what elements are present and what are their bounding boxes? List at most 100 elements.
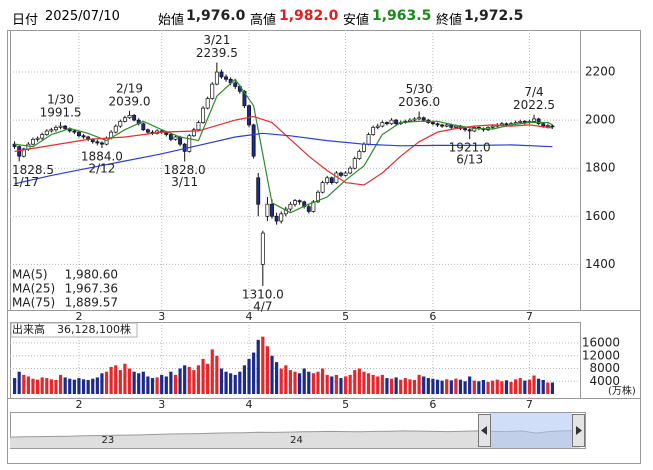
navigator-selection[interactable]: [490, 413, 572, 448]
volume-bar: [49, 379, 53, 394]
annotation-date: 4/7: [253, 299, 272, 313]
volume-bar: [224, 371, 228, 394]
candle-body: [201, 107, 206, 123]
volume-bar: [252, 352, 256, 394]
candle-body: [274, 215, 279, 222]
volume-bar: [35, 379, 40, 394]
annotation-value: 1884.0: [81, 150, 123, 164]
y-tick-label: 16000: [582, 336, 620, 350]
handle-arrow: [576, 426, 582, 435]
volume-bar: [160, 374, 164, 394]
volume-bar: [54, 379, 58, 394]
volume-bar: [238, 371, 242, 394]
volume-bar: [86, 379, 90, 394]
y-tick-label: 12000: [582, 348, 620, 362]
volume-bar: [31, 378, 35, 394]
volume-total: 36,128,100株: [57, 322, 131, 336]
candle-body: [49, 129, 54, 132]
volume-bar: [169, 371, 173, 394]
volume-bar: [45, 378, 49, 394]
volume-bar: [445, 379, 449, 394]
volume-bar: [523, 380, 527, 394]
candle-body: [44, 130, 49, 135]
candle-body: [430, 122, 435, 125]
volume-bar: [293, 371, 297, 394]
candle-body: [366, 134, 371, 145]
volume-bar: [242, 365, 247, 394]
volume-bar: [514, 379, 518, 394]
candle-body: [196, 122, 201, 131]
candle-body: [145, 129, 150, 133]
ma-line: [14, 78, 553, 214]
volume-bar: [500, 381, 504, 394]
legend-box: [11, 268, 119, 282]
volume-bar: [91, 378, 95, 394]
candle-body: [453, 125, 458, 128]
volume-bar: [95, 377, 99, 394]
volume-bar: [201, 358, 205, 394]
annotation-date: 3/11: [171, 175, 198, 189]
annotation-date: 2/19: [116, 81, 143, 95]
volume-bar: [546, 382, 550, 394]
candle-body: [320, 182, 325, 193]
volume-bar: [233, 374, 237, 394]
candle-body: [375, 125, 380, 128]
legend-box: [11, 282, 119, 296]
candle-body: [541, 123, 546, 127]
volume-bar: [81, 379, 86, 394]
candle-body: [499, 123, 504, 126]
volume-bar: [17, 371, 21, 394]
volume-bar: [527, 379, 532, 394]
volume-bar: [155, 377, 159, 394]
volume-bar: [468, 376, 472, 394]
candle-body: [536, 118, 541, 125]
volume-bar: [316, 371, 320, 394]
candle-body: [384, 122, 389, 125]
volume-bar: [68, 378, 72, 394]
field-name: 高値: [250, 13, 277, 28]
volume-bar: [196, 365, 201, 394]
candle-body: [118, 120, 123, 127]
candle-body: [293, 200, 297, 205]
volume-bar: [72, 379, 76, 394]
volume-bar: [357, 368, 361, 394]
x-tick-label: 5: [342, 398, 349, 411]
volume-bar: [265, 346, 270, 394]
volume-bar: [343, 376, 348, 394]
candle-body: [407, 119, 412, 122]
volume-bar: [403, 378, 407, 394]
header: 日付 2025/07/10 始値 1,976.0 高値 1,982.0 安値 1…: [0, 0, 653, 30]
annotation-value: 1828.0: [164, 163, 206, 177]
legend-value: 1,889.57: [65, 296, 118, 310]
candle-body: [463, 128, 468, 131]
date-label: 日付: [12, 13, 39, 28]
candle-body: [279, 213, 284, 222]
candle-body: [270, 203, 274, 217]
volume-bar: [454, 378, 458, 394]
volume-bar: [348, 374, 352, 394]
volume-bar: [173, 374, 178, 394]
volume-bar: [353, 370, 357, 394]
volume-bar: [206, 363, 210, 394]
volume-bar: [509, 381, 513, 394]
volume-bar: [215, 355, 219, 394]
volume-bar: [477, 381, 481, 394]
candle-body: [362, 143, 366, 152]
navigator-tick-label: 24: [290, 435, 303, 446]
candle-body: [518, 120, 523, 123]
volume-bar: [495, 379, 499, 394]
volume-bar: [435, 379, 440, 394]
candle-body: [251, 124, 256, 157]
volume-bar: [127, 368, 132, 394]
x-tick-label: 3: [158, 398, 165, 411]
x-tick-label: 7: [526, 398, 533, 411]
x-tick-label: 2: [75, 398, 82, 411]
candle-body: [417, 117, 422, 120]
annotation-value: 1921.0: [449, 141, 491, 155]
x-tick-label: 6: [429, 398, 436, 411]
y-tick-label: 2200: [585, 65, 616, 79]
legend-name: MA(5): [12, 268, 48, 282]
annotation-value: 1310.0: [242, 287, 284, 301]
annotation-date: 7/4: [524, 85, 543, 99]
